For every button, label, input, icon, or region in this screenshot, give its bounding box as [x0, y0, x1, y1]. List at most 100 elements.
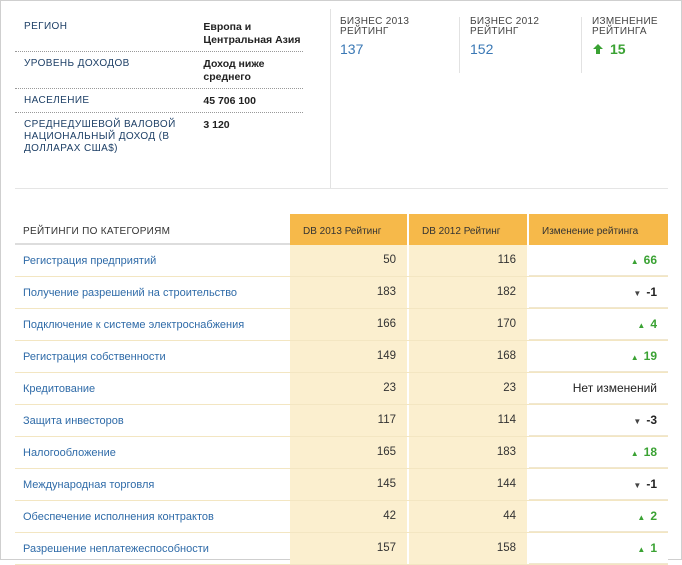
table-row: Обеспечение исполнения контрактов 42 44 ▲ 2: [15, 501, 668, 533]
category-rankings-table: РЕЙТИНГИ ПО КАТЕГОРИЯМ DB 2013 Рейтинг D…: [15, 214, 668, 565]
info-value: 3 120: [203, 119, 230, 131]
stat-label: БИЗНЕС 2012 РЕЙТИНГ: [470, 16, 540, 37]
info-label: УРОВЕНЬ ДОХОДОВ: [24, 58, 130, 69]
rank-2013-cell: 42: [290, 501, 409, 532]
info-row-income: УРОВЕНЬ ДОХОДОВ Доход ниже среднего: [15, 52, 303, 89]
stat-value: 137: [340, 41, 364, 57]
rank-change-value: -3: [646, 413, 657, 427]
stat-value: 152: [470, 41, 494, 57]
rank-change-cell: Нет изменений: [529, 373, 668, 404]
arrow-down-icon: ▼: [633, 289, 642, 298]
rank-2013-cell: 183: [290, 277, 409, 308]
rank-2013-cell: 117: [290, 405, 409, 436]
arrow-up-icon: ▲: [637, 513, 646, 522]
country-info-table: РЕГИОН Европа и Центральная Азия УРОВЕНЬ…: [15, 15, 303, 159]
stat-db2012: БИЗНЕС 2012 РЕЙТИНГ 152: [470, 9, 580, 69]
category-link[interactable]: Регистрация собственности: [23, 350, 166, 363]
rank-2012-cell: 23: [409, 373, 529, 404]
table-row: Кредитование 23 23 Нет изменений: [15, 373, 668, 405]
rank-change-value: 66: [643, 253, 657, 267]
table-row: Налогообложение 165 183 ▲ 18: [15, 437, 668, 469]
rank-2012-cell: 170: [409, 309, 529, 340]
rank-2013-cell: 157: [290, 533, 409, 564]
rank-2012-cell: 183: [409, 437, 529, 468]
header-db2012: DB 2012 Рейтинг: [409, 214, 529, 245]
rank-2012-cell: 182: [409, 277, 529, 308]
rank-2013-cell: 23: [290, 373, 409, 404]
rank-change-value: 19: [643, 349, 657, 363]
rank-2013-cell: 149: [290, 341, 409, 372]
info-value: Европа и Центральная Азия: [203, 21, 301, 46]
rank-2013-cell: 145: [290, 469, 409, 500]
category-link[interactable]: Разрешение неплатежеспособности: [23, 542, 209, 555]
stat-change-value: 15: [610, 41, 626, 57]
table-row: Получение разрешений на строительство 183…: [15, 277, 668, 309]
rank-2012-cell: 168: [409, 341, 529, 372]
table-row: Защита инвесторов 117 114 ▼ -3: [15, 405, 668, 437]
stat-label: БИЗНЕС 2013 РЕЙТИНГ: [340, 16, 410, 37]
rank-2012-cell: 144: [409, 469, 529, 500]
arrow-up-icon: [593, 44, 603, 54]
arrow-down-icon: ▼: [633, 481, 642, 490]
section-divider: [15, 188, 668, 189]
stat-value-wrap: 15: [592, 41, 672, 57]
category-link[interactable]: Подключение к системе электроснабжения: [23, 318, 245, 331]
rank-change-cell: ▲ 4: [529, 309, 668, 340]
category-link[interactable]: Обеспечение исполнения контрактов: [23, 510, 214, 523]
rank-2013-cell: 165: [290, 437, 409, 468]
stat-label: ИЗМЕНЕНИЕ РЕЙТИНГА: [592, 16, 658, 37]
category-link[interactable]: Регистрация предприятий: [23, 254, 157, 267]
info-value: Доход ниже среднего: [203, 58, 265, 83]
rank-2012-cell: 116: [409, 245, 529, 276]
rank-change-cell: ▼ -3: [529, 405, 668, 436]
category-link[interactable]: Защита инвесторов: [23, 414, 124, 427]
rank-change-cell: ▲ 18: [529, 437, 668, 468]
table-header: РЕЙТИНГИ ПО КАТЕГОРИЯМ DB 2013 Рейтинг D…: [15, 214, 668, 245]
rank-change-cell: ▲ 1: [529, 533, 668, 564]
rank-change-value: 1: [650, 541, 657, 555]
rank-change-value: Нет изменений: [572, 381, 657, 395]
arrow-down-icon: ▼: [633, 417, 642, 426]
arrow-up-icon: ▲: [637, 545, 646, 554]
category-link[interactable]: Международная торговля: [23, 478, 155, 491]
table-row: Регистрация собственности 149 168 ▲ 19: [15, 341, 668, 373]
header-change: Изменение рейтинга: [529, 214, 668, 245]
rank-change-value: 2: [650, 509, 657, 523]
stat-change: ИЗМЕНЕНИЕ РЕЙТИНГА 15: [592, 9, 672, 69]
info-row-population: НАСЕЛЕНИЕ 45 706 100: [15, 89, 303, 113]
header-db2013: DB 2013 Рейтинг: [290, 214, 409, 245]
rank-change-value: -1: [646, 285, 657, 299]
rank-change-cell: ▲ 66: [529, 245, 668, 276]
rank-change-cell: ▲ 2: [529, 501, 668, 532]
header-category: РЕЙТИНГИ ПО КАТЕГОРИЯМ: [15, 214, 290, 245]
category-link[interactable]: Получение разрешений на строительство: [23, 286, 238, 299]
rank-change-value: 4: [650, 317, 657, 331]
rank-2012-cell: 158: [409, 533, 529, 564]
rank-change-value: 18: [643, 445, 657, 459]
info-row-gni: СРЕДНЕДУШЕВОЙ ВАЛОВОЙ НАЦИОНАЛЬНЫЙ ДОХОД…: [15, 113, 303, 159]
info-value: 45 706 100: [203, 95, 256, 107]
rank-2013-cell: 166: [290, 309, 409, 340]
arrow-up-icon: ▲: [630, 353, 639, 362]
info-row-region: РЕГИОН Европа и Центральная Азия: [15, 15, 303, 52]
rank-change-cell: ▼ -1: [529, 469, 668, 500]
table-row: Регистрация предприятий 50 116 ▲ 66: [15, 245, 668, 277]
rank-change-cell: ▼ -1: [529, 277, 668, 308]
rank-2013-cell: 50: [290, 245, 409, 276]
category-link[interactable]: Налогообложение: [23, 446, 116, 459]
rank-2012-cell: 114: [409, 405, 529, 436]
stat-divider: [581, 17, 582, 73]
arrow-up-icon: ▲: [630, 257, 639, 266]
category-link[interactable]: Кредитование: [23, 382, 96, 395]
rank-change-cell: ▲ 19: [529, 341, 668, 372]
rank-stats: БИЗНЕС 2013 РЕЙТИНГ 137 БИЗНЕС 2012 РЕЙТ…: [330, 9, 671, 189]
table-body: Регистрация предприятий 50 116 ▲ 66 Получение…: [15, 245, 668, 565]
rank-2012-cell: 44: [409, 501, 529, 532]
table-row: Международная торговля 145 144 ▼ -1: [15, 469, 668, 501]
info-label: НАСЕЛЕНИЕ: [24, 95, 90, 106]
info-label: СРЕДНЕДУШЕВОЙ ВАЛОВОЙ НАЦИОНАЛЬНЫЙ ДОХОД…: [24, 119, 176, 154]
rank-change-value: -1: [646, 477, 657, 491]
table-row: Подключение к системе электроснабжения 16…: [15, 309, 668, 341]
info-label: РЕГИОН: [24, 21, 68, 32]
